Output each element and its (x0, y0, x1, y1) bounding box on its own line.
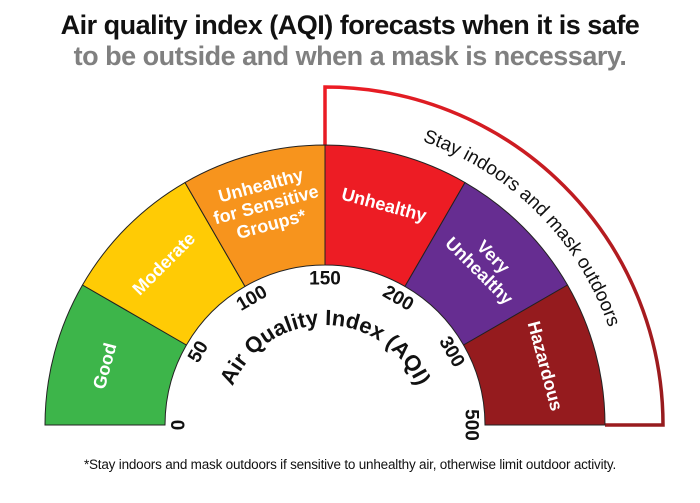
tick-label: 0 (169, 420, 190, 431)
stay-indoors-bracket (323, 85, 665, 427)
footnote: *Stay indoors and mask outdoors if sensi… (83, 457, 617, 472)
segment-3 (324, 144, 466, 288)
segment-0 (44, 284, 188, 426)
segment-4 (404, 181, 569, 346)
title-line-2: to be outside and when a mask is necessa… (73, 41, 627, 71)
tick-label: 500 (461, 409, 482, 441)
title-line-1: Air quality index (AQI) forecasts when i… (60, 10, 640, 40)
segment-1 (81, 181, 246, 346)
segment-5 (462, 284, 606, 426)
gauge-title: Air Quality Index (AQI) (215, 305, 436, 389)
segment-2 (184, 144, 326, 288)
tick-label: 150 (309, 269, 341, 290)
